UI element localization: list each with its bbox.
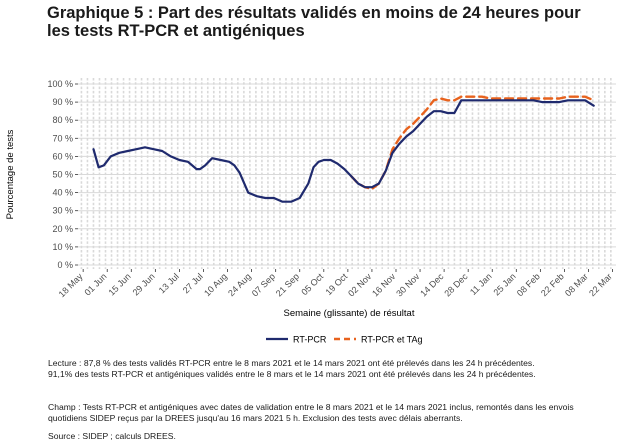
- lecture-line: 91,1% des tests RT-PCR et antigéniques v…: [48, 369, 536, 379]
- y-tick-label: 20 %: [52, 224, 73, 234]
- champ-line: Champ : Tests RT-PCR et antigéniques ave…: [48, 402, 574, 412]
- y-tick-label: 70 %: [52, 133, 73, 143]
- source-note: Source : SIDEP ; calculs DREES.: [48, 431, 176, 442]
- x-axis-label: Semaine (glissante) de résultat: [284, 308, 415, 319]
- series-line-rtpcr: [92, 99, 595, 203]
- y-tick-label: 10 %: [52, 242, 73, 252]
- x-tick-label: 14 Dec: [418, 271, 446, 299]
- x-tick-label: 02 Nov: [346, 271, 374, 299]
- chart-title: Graphique 5 : Part des résultats validés…: [47, 4, 627, 40]
- x-tick-label: 29 Jun: [131, 271, 157, 297]
- chart-title-line: Graphique 5 : Part des résultats validés…: [47, 4, 581, 22]
- source-line: Source : SIDEP ; calculs DREES.: [48, 431, 176, 441]
- x-tick-label: 15 Jun: [107, 271, 133, 297]
- x-tick-label: 19 Oct: [323, 271, 349, 297]
- x-tick-label: 05 Oct: [299, 271, 325, 297]
- y-tick-label: 80 %: [52, 115, 73, 125]
- x-tick-label: 08 Mar: [563, 271, 590, 298]
- y-tick-label: 50 %: [52, 170, 73, 180]
- legend-label: RT-PCR: [293, 335, 327, 345]
- x-tick-label: 13 Jul: [157, 271, 181, 295]
- y-tick-label: 90 %: [52, 97, 73, 107]
- x-tick-label: 25 Jan: [492, 271, 518, 297]
- x-tick-label: 21 Sep: [274, 271, 301, 298]
- y-tick-label: 40 %: [52, 188, 73, 198]
- y-axis-label: Pourcentage de tests: [5, 129, 16, 219]
- x-tick-label: 16 Nov: [370, 271, 398, 299]
- x-tick-label: 18 May: [57, 271, 85, 299]
- lecture-note: Lecture : 87,8 % des tests validés RT-PC…: [48, 358, 536, 380]
- y-tick-label: 0 %: [57, 260, 73, 270]
- y-tick-label: 30 %: [52, 206, 73, 216]
- lecture-line: Lecture : 87,8 % des tests validés RT-PC…: [48, 358, 535, 368]
- x-tick-label: 11 Jan: [468, 271, 494, 297]
- x-tick-label: 27 Jul: [181, 271, 205, 295]
- x-tick-label: 07 Sep: [250, 271, 277, 298]
- champ-line: quotidiens SIDEP reçus par la DREES jusq…: [48, 413, 463, 423]
- x-tick-label: 10 Aug: [202, 271, 229, 298]
- x-tick-label: 28 Dec: [442, 271, 470, 299]
- x-tick-label: 24 Aug: [226, 271, 253, 298]
- x-tick-label: 22 Feb: [539, 271, 566, 298]
- champ-note: Champ : Tests RT-PCR et antigéniques ave…: [48, 402, 574, 424]
- chart-title-line: les tests RT-PCR et antigéniques: [47, 22, 305, 40]
- x-tick-label: 01 Jun: [82, 271, 108, 297]
- x-tick-label: 08 Feb: [515, 271, 542, 298]
- x-tick-label: 22 Mar: [587, 271, 614, 298]
- x-tick-label: 30 Nov: [394, 271, 422, 299]
- y-tick-label: 100 %: [47, 79, 73, 89]
- y-tick-label: 60 %: [52, 151, 73, 161]
- legend-label: RT-PCR et TAg: [361, 335, 423, 345]
